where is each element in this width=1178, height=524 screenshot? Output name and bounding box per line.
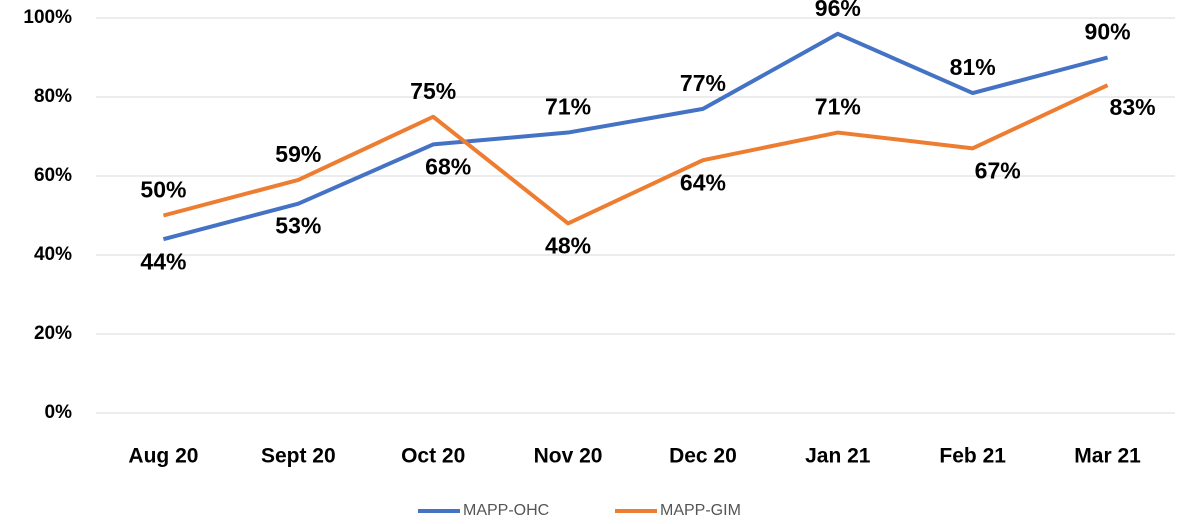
y-tick-label: 20%	[34, 323, 72, 344]
x-tick-label: Oct 20	[401, 445, 465, 468]
data-label: 96%	[815, 0, 861, 21]
data-label: 48%	[545, 232, 591, 258]
x-tick-label: Mar 21	[1074, 445, 1141, 468]
x-tick-label: Dec 20	[669, 445, 737, 468]
data-label: 81%	[950, 54, 996, 80]
data-label: 50%	[140, 177, 186, 203]
data-label: 71%	[815, 94, 861, 120]
data-label: 64%	[680, 169, 726, 195]
y-tick-label: 0%	[45, 402, 73, 423]
x-tick-label: Aug 20	[128, 445, 198, 468]
data-label: 44%	[140, 248, 186, 274]
y-tick-label: 40%	[34, 244, 72, 265]
data-label: 90%	[1085, 19, 1131, 45]
data-label: 83%	[1110, 94, 1156, 120]
legend-label: MAPP-OHC	[463, 502, 549, 519]
data-label: 77%	[680, 70, 726, 96]
line	[162, 83, 1109, 226]
x-tick-label: Feb 21	[939, 445, 1006, 468]
y-tick-label: 100%	[23, 7, 72, 28]
x-tick-label: Sept 20	[261, 445, 336, 468]
y-tick-label: 60%	[34, 165, 72, 186]
y-tick-label: 80%	[34, 86, 72, 107]
data-label: 71%	[545, 94, 591, 120]
legend-label: MAPP-GIM	[660, 502, 741, 519]
data-label: 67%	[975, 157, 1021, 183]
data-label: 75%	[410, 78, 456, 104]
line	[162, 31, 1109, 242]
data-label: 68%	[425, 153, 471, 179]
data-label: 53%	[275, 213, 321, 239]
x-tick-label: Jan 21	[805, 445, 871, 468]
x-tick-label: Nov 20	[534, 445, 603, 468]
data-label: 59%	[275, 141, 321, 167]
